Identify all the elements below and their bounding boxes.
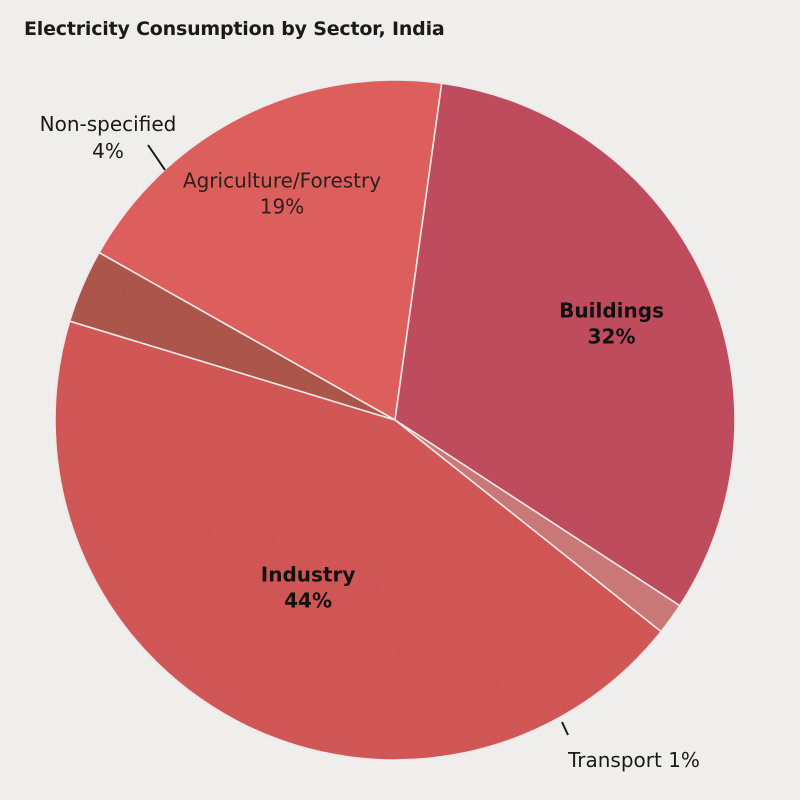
pie-slice-industry xyxy=(54,320,663,761)
chart-title: Electricity Consumption by Sector, India xyxy=(24,18,445,40)
leader-line-non-specified xyxy=(147,144,166,171)
pie-slice-agriculture-forestry xyxy=(97,79,443,422)
slice-label-buildings: Buildings xyxy=(559,298,664,322)
slice-label-transport: Transport 1% xyxy=(567,748,700,772)
pie-slice-non-specified xyxy=(68,251,396,421)
slice-label-agriculture-forestry: Agriculture/Forestry xyxy=(183,168,381,192)
slice-value-agriculture-forestry: 19% xyxy=(260,194,304,218)
leader-line-transport xyxy=(561,721,569,736)
slice-value-industry: 44% xyxy=(284,589,332,613)
slice-value-non-specified: 4% xyxy=(92,139,124,163)
slice-label-industry: Industry xyxy=(261,563,356,587)
slice-value-buildings: 32% xyxy=(588,324,636,348)
slice-label-non-specified: Non-specified xyxy=(40,112,177,136)
